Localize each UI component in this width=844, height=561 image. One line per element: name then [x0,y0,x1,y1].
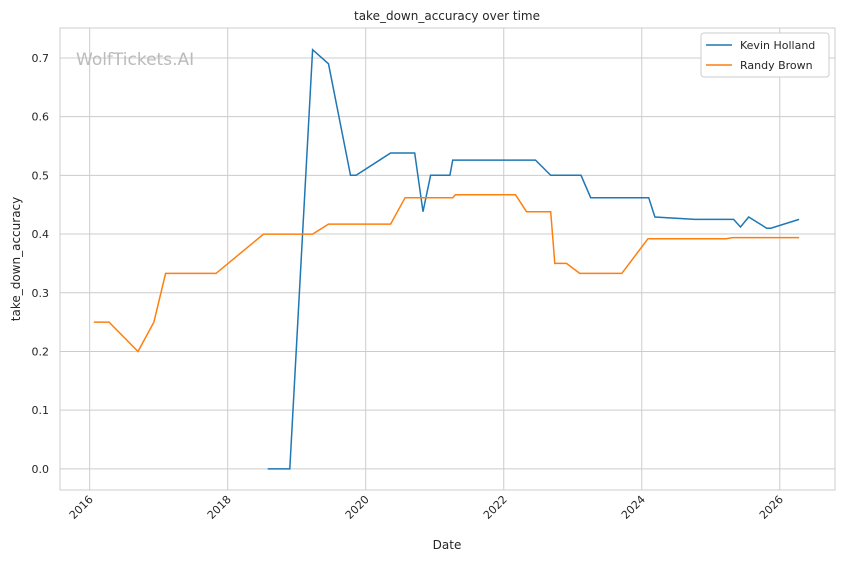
y-tick-label: 0.4 [32,228,50,241]
legend: Kevin Holland Randy Brown [700,32,830,78]
watermark: WolfTickets.AI [76,50,194,70]
x-tick-label: 2026 [757,493,786,522]
y-axis-label: take_down_accuracy [9,197,23,321]
chart-title: take_down_accuracy over time [354,9,540,23]
x-tick-label: 2016 [67,493,96,522]
legend-label-randy-brown: Randy Brown [740,59,813,72]
legend-label-kevin-holland: Kevin Holland [740,39,815,52]
x-tick-label: 2022 [481,493,510,522]
series-line-kevin-holland [267,48,800,470]
plot-frame [59,27,836,491]
x-tick-label: 2024 [619,493,648,522]
x-tick-label: 2018 [205,493,234,522]
y-tick-label: 0.2 [32,345,50,358]
y-tick-label: 0.0 [32,463,50,476]
y-tick-label: 0.3 [32,287,50,300]
y-tick-label: 0.6 [32,111,50,124]
y-tick-label: 0.1 [32,404,50,417]
y-tick-label: 0.7 [32,52,50,65]
x-axis-label: Date [433,538,462,552]
x-tick-label: 2020 [343,493,372,522]
series-line-randy-brown [93,193,800,353]
y-tick-label: 0.5 [32,169,50,182]
